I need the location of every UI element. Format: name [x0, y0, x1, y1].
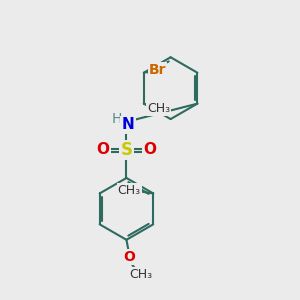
Text: O: O: [124, 250, 135, 264]
Text: CH₃: CH₃: [147, 102, 170, 115]
Text: Br: Br: [149, 63, 167, 77]
Text: O: O: [96, 142, 110, 158]
Text: H: H: [112, 112, 122, 126]
Text: O: O: [143, 142, 157, 158]
Text: N: N: [122, 118, 134, 133]
Text: CH₃: CH₃: [130, 268, 153, 281]
Text: CH₃: CH₃: [118, 184, 141, 197]
Text: S: S: [120, 141, 132, 159]
